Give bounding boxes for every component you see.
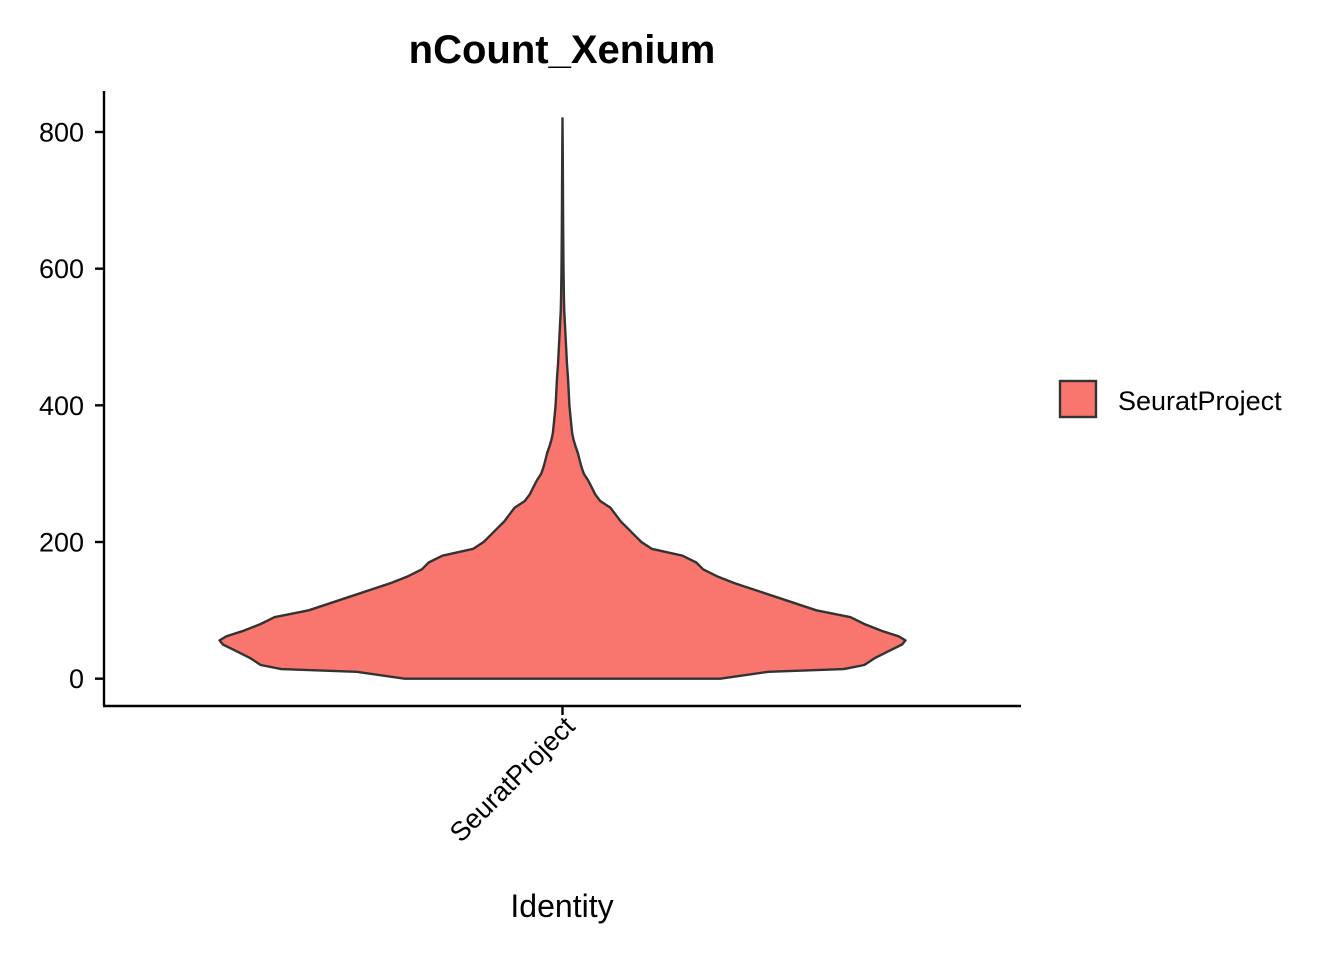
y-tick-label: 0 bbox=[69, 664, 84, 694]
y-tick-label: 400 bbox=[39, 391, 84, 421]
violin-SeuratProject bbox=[218, 117, 907, 680]
y-axis-ticks: 0 200 400 600 800 bbox=[39, 118, 104, 694]
legend: SeuratProject bbox=[1058, 379, 1282, 419]
y-tick-label: 800 bbox=[39, 118, 84, 148]
x-axis-ticks: SeuratProject bbox=[444, 706, 581, 848]
chart-title: nCount_Xenium bbox=[409, 28, 716, 72]
legend-label: SeuratProject bbox=[1118, 386, 1282, 416]
plot-area bbox=[218, 117, 907, 680]
x-tick-label: SeuratProject bbox=[444, 711, 581, 848]
legend-swatch bbox=[1058, 379, 1098, 419]
y-tick-label: 200 bbox=[39, 528, 84, 558]
y-tick-label: 600 bbox=[39, 254, 84, 284]
x-axis-title: Identity bbox=[510, 888, 613, 924]
